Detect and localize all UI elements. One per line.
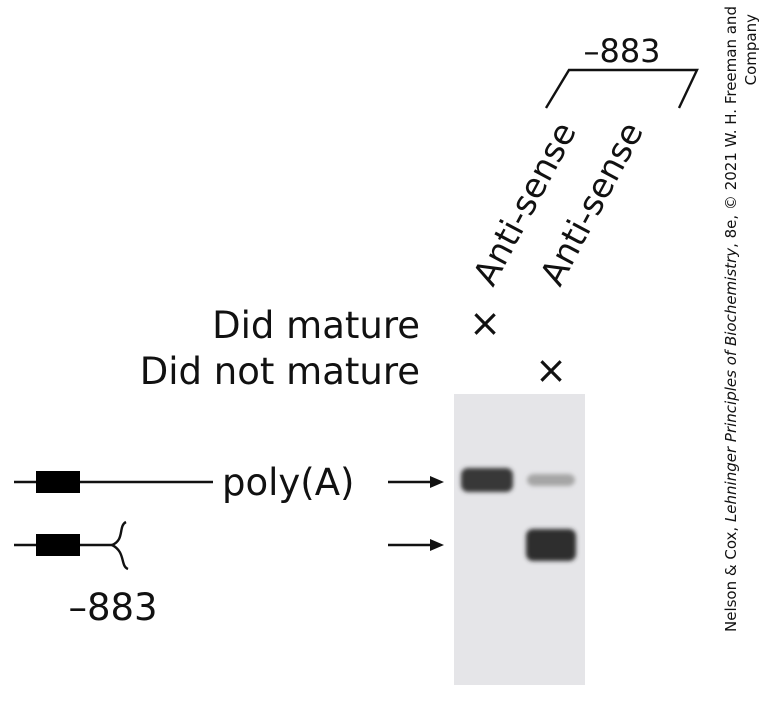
gel-band-lane1-polyA	[461, 468, 513, 492]
credit-line-2: Company	[742, 14, 760, 85]
bracket-label: –883	[583, 32, 660, 70]
polyA-label: poly(A)	[222, 461, 354, 504]
lane-bracket	[544, 68, 699, 109]
did-mature-label: Did mature	[212, 304, 420, 347]
truncated-rna-exon-box	[36, 534, 80, 556]
credit-line-1: Nelson & Cox, Lehninger Principles of Bi…	[722, 6, 740, 632]
truncation-squiggle	[111, 520, 129, 571]
mature-rna-exon-box	[36, 471, 80, 493]
gel-band-lane2-polyA	[527, 474, 575, 486]
gel-bands	[461, 468, 576, 561]
arrow-polyA	[388, 476, 444, 488]
lane1-mark: ×	[469, 301, 501, 345]
did-not-mature-label: Did not mature	[140, 350, 420, 393]
gel-band-lane2-truncated	[526, 529, 576, 561]
truncated-label: –883	[68, 586, 157, 629]
lane2-mark: ×	[535, 348, 567, 392]
arrow-truncated	[388, 539, 444, 551]
